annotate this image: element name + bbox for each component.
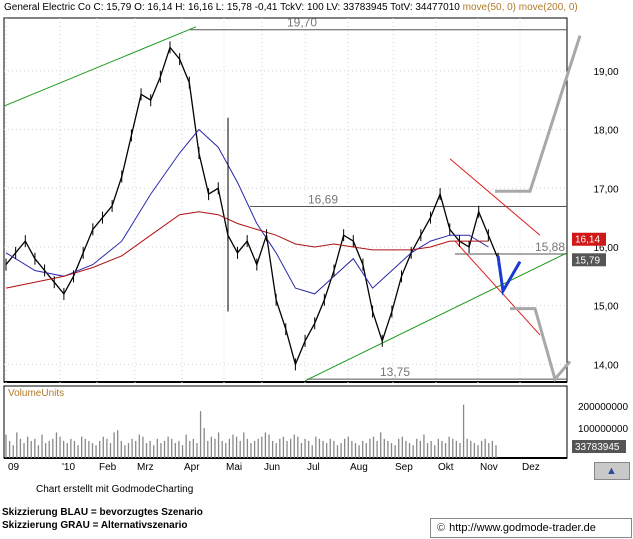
y-tick-label: 14,00 (593, 360, 618, 371)
price-levels: 19,70 16,69 15,88 13,75 (190, 16, 567, 380)
chart-grid (4, 18, 567, 458)
x-tick-label: Feb (99, 462, 117, 473)
scenario-legend: Skizzierung BLAU = bevorzugtes Szenario … (2, 506, 203, 532)
x-tick-label: '10 (62, 462, 75, 473)
x-tick-label: Apr (184, 462, 200, 473)
x-tick-label: Jul (307, 462, 320, 473)
level-label: 19,70 (287, 16, 317, 30)
x-tick-label: Okt (438, 462, 454, 473)
ohlc-stats: C: 15,79 O: 16,14 H: 16,16 L: 15,78 -0,4… (93, 2, 460, 13)
price-marker-bg (572, 253, 606, 267)
volume-last-bg (572, 440, 626, 453)
y-tick-label: 16,00 (593, 243, 618, 254)
volume-tick-label: 100000000 (578, 424, 628, 435)
x-tick-label: 09 (8, 462, 20, 473)
volume-last-label: 33783945 (575, 442, 620, 453)
x-tick-label: Aug (350, 462, 368, 473)
level-label: 15,88 (535, 240, 565, 254)
x-tick-label: Jun (264, 462, 280, 473)
x-tick-label: Mrz (137, 462, 154, 473)
level-label: 13,75 (380, 365, 410, 379)
scenario-blue-arrow (496, 255, 522, 296)
uptrend-line-upper (3, 26, 197, 107)
y-tick-label: 19,00 (593, 67, 618, 78)
chart-frame (3, 17, 568, 383)
legend-blue: Skizzierung BLAU = bevorzugtes Szenario (2, 507, 203, 518)
volume-panel: VolumeUnits 200000000 100000000 33783945 (3, 385, 628, 459)
x-tick-label: Mai (226, 462, 242, 473)
series-ma200 (5, 211, 489, 289)
chart-axes: 19,00 18,00 17,00 16,00 15,00 14,00 09 '10 Feb Mr… (8, 67, 619, 473)
source-url[interactable]: http://www.godmode-trader.de (449, 522, 596, 534)
chart-mountain-icon: ▲ (606, 465, 617, 477)
scenario-gray-lower (510, 307, 572, 383)
y-tick-label: 15,00 (593, 302, 618, 313)
x-tick-label: Nov (480, 462, 498, 473)
volume-tick-label: 200000000 (578, 402, 628, 413)
scenario-gray-upper (495, 35, 582, 193)
series-price (5, 46, 499, 367)
chart-type-button[interactable]: ▲ (594, 462, 630, 480)
chart-series (5, 41, 499, 371)
price-marker-label: 16,14 (575, 235, 600, 246)
price-marker-bg (572, 232, 606, 246)
moving-average-legend: move(50, 0) move(200, 0) (462, 2, 578, 13)
chart-header: General Electric Co C: 15,79 O: 16,14 H:… (4, 2, 578, 13)
trend-channels (3, 26, 568, 382)
price-marker-label: 15,79 (575, 255, 600, 266)
source-link[interactable]: © http://www.godmode-trader.de (430, 518, 632, 538)
price-plot-area (3, 17, 568, 383)
stock-title: General Electric Co (4, 2, 91, 13)
uptrend-line-lower (304, 252, 568, 382)
level-label: 16,69 (308, 192, 338, 206)
y-tick-label: 17,00 (593, 184, 618, 195)
chart-credit: Chart erstellt mit GodmodeCharting (36, 484, 194, 495)
y-tick-label: 18,00 (593, 126, 618, 137)
x-tick-label: Dez (522, 462, 540, 473)
legend-gray: Skizzierung GRAU = Alternativszenario (2, 520, 188, 531)
scenario-arrows (495, 35, 582, 383)
copyright-icon: © (437, 522, 446, 534)
volume-label: VolumeUnits (8, 388, 64, 399)
downtrend-line-lower (454, 240, 541, 336)
volume-plot-area (3, 385, 568, 459)
downtrend-line-upper (449, 158, 541, 236)
x-tick-label: Sep (395, 462, 413, 473)
